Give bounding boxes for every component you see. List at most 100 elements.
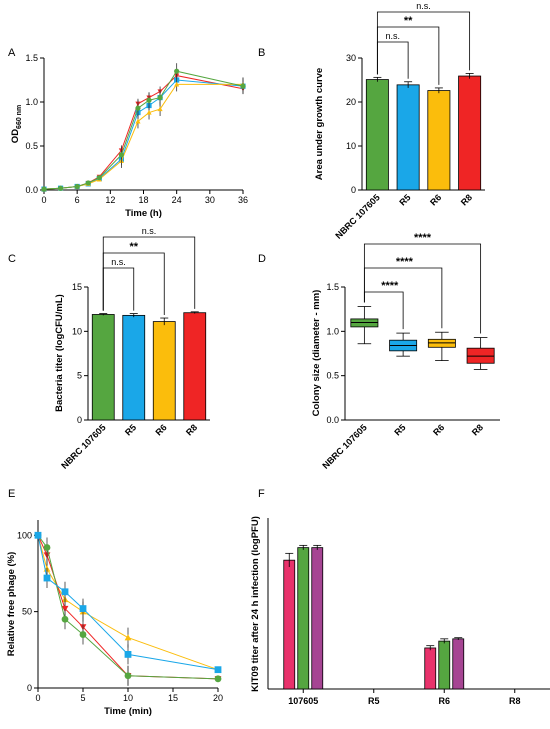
significance-bracket — [363, 243, 482, 334]
data-point-yellow — [124, 634, 132, 641]
significance-label: n.s. — [385, 31, 400, 41]
x-tick-label: 36 — [238, 195, 248, 205]
data-point-green — [61, 615, 69, 623]
y-axis-label-main: OD — [10, 129, 21, 143]
x-tick-label: R8 — [459, 192, 474, 207]
y-tick-label: 0.5 — [25, 141, 38, 151]
y-tick-label: 5 — [77, 371, 82, 381]
y-tick-label: 0 — [27, 683, 32, 693]
data-point-green — [135, 105, 141, 111]
significance-bracket — [376, 41, 409, 79]
significance-label: n.s. — [111, 257, 126, 267]
x-tick-label: 18 — [138, 195, 148, 205]
x-tick-label: 107605 — [288, 696, 318, 706]
panel-e: E 0 50 100 0 5 10 15 20 Time (min) Relative free p… — [6, 488, 223, 717]
x-tick-label: 20 — [213, 693, 223, 703]
y-axis-label: OD660 nm — [10, 105, 23, 143]
x-tick-label: R6 — [438, 696, 450, 706]
x-tick-label: R5 — [123, 422, 138, 437]
x-axis-label: Time (h) — [125, 208, 162, 219]
x-tick-label: 15 — [168, 693, 178, 703]
x-tick-label: R8 — [509, 696, 521, 706]
x-tick-label: NBRC 107605 — [333, 192, 381, 240]
data-point-green — [96, 175, 102, 181]
x-axis-label: Time (min) — [104, 706, 152, 717]
data-point-green — [240, 83, 246, 89]
bar-nbrc-107605 — [91, 314, 115, 421]
significance-bracket — [102, 267, 135, 311]
panel-d: D 0.0 0.5 1.0 1.5 Colony size (diameter - mm)… — [258, 232, 500, 471]
x-tick-label: R5 — [397, 192, 412, 207]
data-point-yellow — [157, 106, 163, 112]
x-tick-label: 12 — [105, 195, 115, 205]
y-tick-label: 1.5 — [25, 53, 38, 63]
data-point-green — [174, 68, 180, 74]
bar-107605-purple — [311, 547, 324, 690]
data-point-blue — [124, 651, 132, 658]
data-point-green — [43, 544, 51, 551]
x-tick-label: 10 — [123, 693, 133, 703]
panel-label: F — [258, 488, 265, 500]
y-tick-label: 1.0 — [326, 326, 339, 336]
significance-label: n.s. — [142, 226, 157, 236]
y-tick-label: 1.5 — [326, 282, 339, 292]
y-tick-label: 20 — [346, 97, 356, 107]
y-axis-label: Relative free phage (%) — [6, 552, 17, 657]
y-axis-label: KIT09 titer after 24 h infection (logPFU… — [250, 516, 261, 692]
panel-label: B — [258, 47, 265, 59]
bar-r8 — [458, 75, 482, 191]
x-tick-label: R6 — [428, 192, 443, 207]
significance-label: **** — [381, 280, 399, 292]
bar-107605-green — [297, 547, 310, 690]
bar-107605-pink — [283, 559, 296, 690]
significance-label: ** — [129, 241, 138, 253]
bar-nbrc-107605 — [365, 79, 389, 191]
y-tick-label: 15 — [72, 282, 82, 292]
data-point-blue — [79, 605, 87, 612]
bar-r5 — [122, 314, 146, 421]
x-tick-label: NBRC 107605 — [320, 422, 368, 470]
y-tick-label: 0.0 — [25, 185, 38, 195]
x-tick-label: 30 — [205, 195, 215, 205]
bar-r6-green — [438, 640, 451, 690]
x-tick-label: R8 — [184, 422, 199, 437]
x-tick-label: 0 — [35, 693, 40, 703]
y-axis-label: Colony size (diameter - mm) — [311, 290, 322, 417]
panel-b: B 0 10 20 30 Area under growth curve NBRC 1076… — [258, 1, 485, 241]
data-point-blue — [61, 588, 69, 596]
x-tick-label: R5 — [368, 696, 380, 706]
panel-a: A 0.0 0.5 1.0 1.5 0 6 12 18 24 30 36 Time (h) OD660 n… — [8, 47, 248, 219]
bar-r5 — [396, 84, 420, 191]
data-point-green — [85, 180, 91, 186]
bar-r6 — [427, 90, 451, 191]
data-point-green — [57, 185, 64, 191]
x-tick-label: R5 — [392, 422, 407, 437]
y-tick-label: 1.0 — [25, 97, 38, 107]
panel-f: F KIT09 titer after 24 h infection (logPF… — [250, 488, 550, 706]
x-tick-label: 6 — [75, 195, 80, 205]
y-tick-label: 10 — [346, 141, 356, 151]
x-tick-label: R8 — [470, 422, 485, 437]
x-tick-label: NBRC 107605 — [59, 422, 107, 470]
significance-label: **** — [396, 256, 414, 268]
y-tick-label: 0.5 — [326, 371, 339, 381]
bar-r6-purple — [452, 638, 465, 690]
bar-r8 — [183, 312, 207, 421]
significance-bracket — [102, 236, 196, 311]
x-tick-label: 5 — [80, 693, 85, 703]
series-line-yellow — [37, 535, 219, 671]
y-tick-label: 10 — [72, 326, 82, 336]
significance-label: ** — [404, 15, 413, 27]
panel-label: A — [8, 47, 16, 59]
panel-label: E — [8, 488, 15, 500]
series-line-blue — [37, 535, 219, 671]
data-point-green — [41, 186, 47, 192]
data-point-blue — [34, 531, 42, 539]
y-axis-label: Bacteria titer (logCFU/mL) — [54, 294, 65, 412]
data-point-blue — [43, 574, 51, 582]
data-point-green — [79, 631, 87, 638]
data-point-green — [157, 95, 163, 101]
y-axis-label-subscript: 660 nm — [16, 105, 23, 129]
data-point-green — [214, 675, 222, 683]
